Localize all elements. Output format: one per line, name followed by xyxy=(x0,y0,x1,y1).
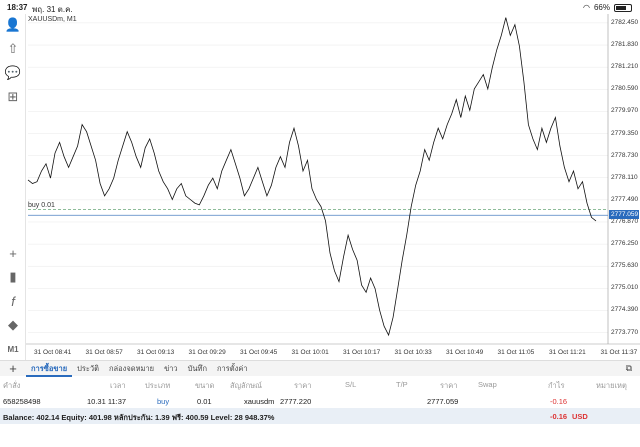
buy-line-label: buy 0.01 xyxy=(28,202,55,209)
function-icon[interactable]: f xyxy=(11,293,15,309)
row-profit: -0.16 xyxy=(550,397,568,406)
y-tick-label: 2778.110 xyxy=(611,173,638,181)
header-sl: S/L xyxy=(345,380,357,389)
header-volume: ขนาด xyxy=(195,381,215,390)
x-tick-label: 31 Oct 09:29 xyxy=(188,349,226,356)
balance-profit: -0.16 xyxy=(550,412,568,421)
row-order: 658258498 xyxy=(3,397,41,406)
header-open-price: ราคา xyxy=(294,381,312,390)
y-tick-label: 2782.450 xyxy=(611,18,639,26)
header-profit: กำไร xyxy=(548,381,565,390)
row-time: 10.31 11:37 xyxy=(87,397,127,406)
y-tick-label: 2781.210 xyxy=(611,63,639,71)
user-icon[interactable]: 👤 xyxy=(4,17,22,32)
y-tick-label: 2779.970 xyxy=(611,107,639,115)
user-up-icon[interactable]: ⇧ xyxy=(7,41,19,56)
left-toolbar: 👤 ⇧ 💬 ⊞ + ▮ f ◆ M1 xyxy=(0,14,26,360)
y-tick-label: 2780.590 xyxy=(611,85,639,93)
tab-mailbox[interactable]: กล่องจดหมาย xyxy=(109,363,155,373)
y-tick-label: 2777.490 xyxy=(611,195,639,203)
x-tick-label: 31 Oct 10:49 xyxy=(446,349,484,356)
tab-settings[interactable]: การตั้งค่า xyxy=(217,363,248,373)
timeframe-label[interactable]: M1 xyxy=(7,344,19,354)
y-tick-label: 2776.250 xyxy=(611,240,639,248)
positions-table-header: คำสั่ง เวลา ประเภท ขนาด สัญลักษณ์ ราคา S… xyxy=(0,376,640,392)
header-order: คำสั่ง xyxy=(3,381,21,390)
y-tick-label: 2775.630 xyxy=(611,262,639,270)
status-date: พฤ. 31 ต.ค. xyxy=(32,5,73,14)
header-swap: Swap xyxy=(478,380,497,389)
row-open-price: 2777.220 xyxy=(280,397,312,406)
price-series-line xyxy=(27,17,597,337)
balance-bar: Balance: 402.14 Equity: 401.98 หลักประกั… xyxy=(0,408,640,424)
header-tp: T/P xyxy=(396,380,408,389)
crosshair-icon[interactable]: + xyxy=(9,245,17,261)
balance-text: Balance: 402.14 Equity: 401.98 หลักประกั… xyxy=(3,413,275,422)
y-tick-label: 2775.010 xyxy=(611,284,639,292)
x-tick-label: 31 Oct 11:37 xyxy=(600,349,638,356)
x-tick-label: 31 Oct 08:57 xyxy=(85,349,123,356)
row-price: 2777.059 xyxy=(427,397,459,406)
header-symbol: สัญลักษณ์ xyxy=(230,381,263,390)
status-time: 18:37 xyxy=(7,3,28,12)
x-tick-label: 31 Oct 10:33 xyxy=(394,349,432,356)
x-tick-label: 31 Oct 11:05 xyxy=(497,349,535,356)
status-bar: 18:37 พฤ. 31 ต.ค. ◠ 66% xyxy=(0,0,640,14)
battery-icon xyxy=(614,3,632,12)
x-tick-label: 31 Oct 11:21 xyxy=(549,349,586,356)
x-tick-label: 31 Oct 09:45 xyxy=(240,349,278,356)
chart-symbol-label: XAUUSDm, M1 xyxy=(28,16,77,23)
y-tick-label: 2778.730 xyxy=(611,151,639,159)
header-time: เวลา xyxy=(110,381,126,390)
chat-icon[interactable]: 💬 xyxy=(4,65,22,80)
y-tick-label: 2773.770 xyxy=(611,328,639,336)
add-indicator-icon[interactable]: ⊞ xyxy=(7,89,19,104)
row-volume: 0.01 xyxy=(197,397,212,406)
header-type: ประเภท xyxy=(145,381,171,390)
x-tick-label: 31 Oct 09:13 xyxy=(137,349,175,356)
objects-icon[interactable]: ◆ xyxy=(8,317,18,332)
current-price-tag: 2777.059 xyxy=(609,210,639,219)
header-price: ราคา xyxy=(440,381,458,390)
y-tick-label: 2776.870 xyxy=(611,217,639,225)
add-icon[interactable]: + xyxy=(9,361,17,376)
y-tick-label: 2774.390 xyxy=(611,306,639,314)
y-tick-label: 2781.830 xyxy=(611,41,639,49)
chart-canvas[interactable] xyxy=(26,14,640,360)
tab-journal[interactable]: บันทึก xyxy=(187,363,208,373)
balance-currency: USD xyxy=(572,412,588,421)
layout-icon[interactable]: ⧉ xyxy=(625,363,632,373)
x-tick-label: 31 Oct 08:41 xyxy=(34,349,72,356)
tab-history[interactable]: ประวัติ xyxy=(77,363,100,373)
tab-news[interactable]: ข่าว xyxy=(164,363,178,373)
tab-trade[interactable]: การซื้อขาย xyxy=(26,361,73,377)
x-tick-label: 31 Oct 10:17 xyxy=(343,349,381,356)
y-tick-label: 2779.350 xyxy=(611,129,639,137)
row-symbol: xauusdm xyxy=(244,397,275,406)
header-comment: หมายเหตุ xyxy=(596,381,627,390)
x-tick-label: 31 Oct 10:01 xyxy=(291,349,329,356)
price-chart[interactable]: XAUUSDm, M1 buy 0.01 2782.450 2781.830 278… xyxy=(26,14,640,360)
wifi-icon: ◠ xyxy=(583,3,590,12)
battery-percent: 66% xyxy=(593,3,610,12)
bottom-tab-bar: + การซื้อขาย ประวัติ กล่องจดหมาย ข่าว บั… xyxy=(0,360,640,377)
chart-type-icon[interactable]: ▮ xyxy=(9,269,17,284)
table-row[interactable]: 658258498 10.31 11:37 buy 0.01 xauusdm 2… xyxy=(0,393,640,409)
row-type: buy xyxy=(157,397,170,406)
